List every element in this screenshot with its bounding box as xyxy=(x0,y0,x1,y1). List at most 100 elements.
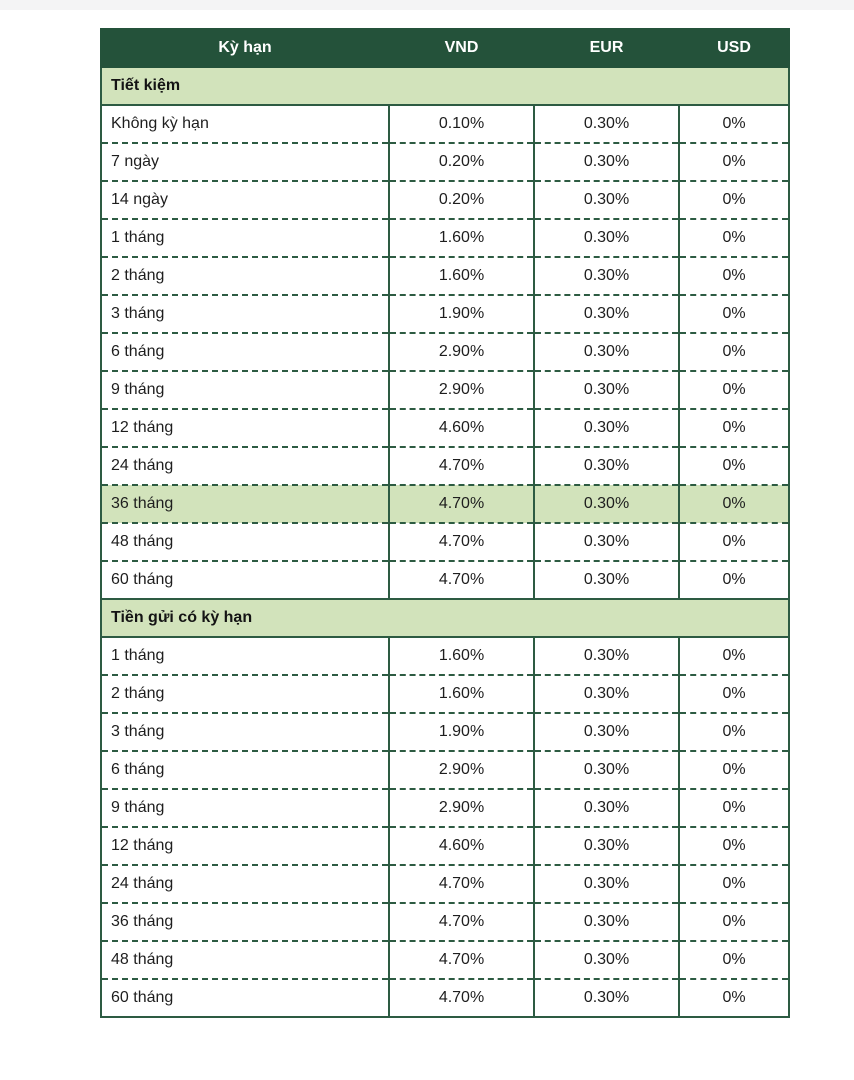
term-label: 2 tháng xyxy=(100,674,390,714)
term-label: 48 tháng xyxy=(100,940,390,980)
rate-value: 0% xyxy=(678,864,790,904)
table-row[interactable]: 12 tháng 4.60% 0.30% 0% xyxy=(100,826,790,866)
rate-value: 0% xyxy=(678,370,790,410)
rate-value: 1.60% xyxy=(388,636,535,676)
rate-value: 2.90% xyxy=(388,788,535,828)
table-row[interactable]: 9 tháng 2.90% 0.30% 0% xyxy=(100,370,790,410)
rate-value: 1.60% xyxy=(388,256,535,296)
table-row[interactable]: 36 tháng 4.70% 0.30% 0% xyxy=(100,902,790,942)
rate-value: 0% xyxy=(678,446,790,486)
rates-table-body: Tiết kiệm Không kỳ hạn 0.10% 0.30% 0% 7 ngày 0… xyxy=(100,66,790,1018)
section-title: Tiết kiệm xyxy=(100,66,790,106)
rate-value: 0% xyxy=(678,712,790,752)
table-row[interactable]: 60 tháng 4.70% 0.30% 0% xyxy=(100,978,790,1018)
term-label: 12 tháng xyxy=(100,408,390,448)
table-row[interactable]: 48 tháng 4.70% 0.30% 0% xyxy=(100,522,790,562)
header-row: Kỳ hạn VND EUR USD xyxy=(100,28,790,68)
top-strip xyxy=(0,0,854,10)
rate-value: 2.90% xyxy=(388,750,535,790)
interest-rates-table-container: Kỳ hạn VND EUR USD Tiết kiệm Không kỳ hạn… xyxy=(100,28,790,1018)
rate-value: 0.30% xyxy=(533,674,680,714)
rate-value: 0.30% xyxy=(533,256,680,296)
rate-value: 4.70% xyxy=(388,978,535,1018)
rate-value: 0% xyxy=(678,180,790,220)
table-row[interactable]: 1 tháng 1.60% 0.30% 0% xyxy=(100,636,790,676)
table-row[interactable]: 6 tháng 2.90% 0.30% 0% xyxy=(100,332,790,372)
table-row[interactable]: 24 tháng 4.70% 0.30% 0% xyxy=(100,446,790,486)
table-row[interactable]: 3 tháng 1.90% 0.30% 0% xyxy=(100,294,790,334)
rate-value: 0% xyxy=(678,332,790,372)
rate-value: 1.90% xyxy=(388,294,535,334)
rate-value: 4.60% xyxy=(388,826,535,866)
rate-value: 0.30% xyxy=(533,826,680,866)
rate-value: 0% xyxy=(678,636,790,676)
term-label: 24 tháng xyxy=(100,446,390,486)
column-header-term: Kỳ hạn xyxy=(100,28,390,68)
table-row[interactable]: 2 tháng 1.60% 0.30% 0% xyxy=(100,674,790,714)
term-label: 7 ngày xyxy=(100,142,390,182)
rate-value: 0% xyxy=(678,560,790,600)
table-row[interactable]: 60 tháng 4.70% 0.30% 0% xyxy=(100,560,790,600)
rate-value: 0% xyxy=(678,104,790,144)
table-row[interactable]: Không kỳ hạn 0.10% 0.30% 0% xyxy=(100,104,790,144)
table-row[interactable]: 36 tháng 4.70% 0.30% 0% xyxy=(100,484,790,524)
table-row[interactable]: 7 ngày 0.20% 0.30% 0% xyxy=(100,142,790,182)
rate-value: 4.70% xyxy=(388,522,535,562)
rate-value: 0% xyxy=(678,902,790,942)
rate-value: 0% xyxy=(678,826,790,866)
term-label: 24 tháng xyxy=(100,864,390,904)
table-row[interactable]: 24 tháng 4.70% 0.30% 0% xyxy=(100,864,790,904)
rate-value: 0.30% xyxy=(533,560,680,600)
rate-value: 0.30% xyxy=(533,142,680,182)
term-label: 9 tháng xyxy=(100,370,390,410)
rate-value: 0.10% xyxy=(388,104,535,144)
rate-value: 0.30% xyxy=(533,104,680,144)
rate-value: 0% xyxy=(678,294,790,334)
term-label: 1 tháng xyxy=(100,218,390,258)
rate-value: 4.70% xyxy=(388,902,535,942)
rate-value: 4.70% xyxy=(388,940,535,980)
term-label: 48 tháng xyxy=(100,522,390,562)
rate-value: 0.30% xyxy=(533,940,680,980)
rate-value: 0.30% xyxy=(533,864,680,904)
table-row[interactable]: 9 tháng 2.90% 0.30% 0% xyxy=(100,788,790,828)
section-header-row: Tiết kiệm xyxy=(100,66,790,106)
term-label: 36 tháng xyxy=(100,484,390,524)
term-label: 3 tháng xyxy=(100,712,390,752)
rate-value: 0% xyxy=(678,142,790,182)
table-row[interactable]: 12 tháng 4.60% 0.30% 0% xyxy=(100,408,790,448)
table-row[interactable]: 3 tháng 1.90% 0.30% 0% xyxy=(100,712,790,752)
rate-value: 0% xyxy=(678,788,790,828)
rate-value: 0.30% xyxy=(533,294,680,334)
rate-value: 0% xyxy=(678,978,790,1018)
table-row[interactable]: 14 ngày 0.20% 0.30% 0% xyxy=(100,180,790,220)
table-row[interactable]: 48 tháng 4.70% 0.30% 0% xyxy=(100,940,790,980)
section-title: Tiền gửi có kỳ hạn xyxy=(100,598,790,638)
rate-value: 0.30% xyxy=(533,636,680,676)
rate-value: 0.30% xyxy=(533,978,680,1018)
rate-value: 0.30% xyxy=(533,522,680,562)
table-row[interactable]: 1 tháng 1.60% 0.30% 0% xyxy=(100,218,790,258)
rate-value: 4.70% xyxy=(388,446,535,486)
term-label: 1 tháng xyxy=(100,636,390,676)
rate-value: 0.30% xyxy=(533,370,680,410)
term-label: 2 tháng xyxy=(100,256,390,296)
interest-rates-table: Kỳ hạn VND EUR USD Tiết kiệm Không kỳ hạn… xyxy=(100,28,790,1018)
rate-value: 4.60% xyxy=(388,408,535,448)
term-label: 36 tháng xyxy=(100,902,390,942)
rate-value: 1.60% xyxy=(388,218,535,258)
rate-value: 0% xyxy=(678,750,790,790)
term-label: 14 ngày xyxy=(100,180,390,220)
column-header-vnd: VND xyxy=(388,28,535,68)
rate-value: 0.30% xyxy=(533,180,680,220)
term-label: 3 tháng xyxy=(100,294,390,334)
rate-value: 0% xyxy=(678,940,790,980)
rate-value: 4.70% xyxy=(388,484,535,524)
rate-value: 1.60% xyxy=(388,674,535,714)
table-row[interactable]: 2 tháng 1.60% 0.30% 0% xyxy=(100,256,790,296)
rate-value: 0.30% xyxy=(533,446,680,486)
rate-value: 4.70% xyxy=(388,864,535,904)
rate-value: 0.30% xyxy=(533,408,680,448)
rate-value: 0.30% xyxy=(533,218,680,258)
table-row[interactable]: 6 tháng 2.90% 0.30% 0% xyxy=(100,750,790,790)
